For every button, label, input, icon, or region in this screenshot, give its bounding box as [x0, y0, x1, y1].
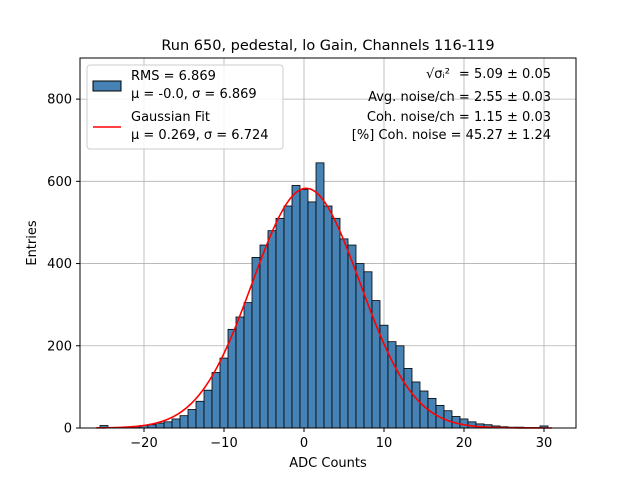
x-tick-label: 20 [456, 436, 473, 451]
plot-frame [79, 57, 577, 429]
annotation-avg-noise: Avg. noise/ch = 2.55 ± 0.03 [368, 90, 551, 105]
histogram-bars [99, 162, 549, 429]
histogram-bar [243, 302, 253, 429]
histogram-bar [339, 238, 349, 429]
legend-histogram-swatch [92, 80, 122, 92]
x-tick-label: 30 [536, 436, 553, 451]
gaussian-fit-line [95, 187, 552, 429]
x-tick-label: −20 [130, 436, 157, 451]
legend-box [86, 64, 284, 150]
histogram-bar [187, 409, 197, 429]
histogram-bar [211, 372, 221, 429]
histogram-bar [403, 367, 413, 429]
histogram-bar [163, 421, 173, 429]
x-axis-label: ADC Counts [289, 456, 367, 471]
histogram-bar [251, 256, 261, 429]
legend: RMS = 6.869 μ = -0.0, σ = 6.869 Gaussian… [86, 64, 284, 150]
y-axis-ticks: 0 200 400 600 800 [47, 93, 80, 437]
histogram-bar [267, 230, 277, 429]
histogram-bar [171, 418, 181, 429]
histogram-bar [235, 316, 245, 429]
histogram-bar [395, 345, 405, 429]
histogram-bar [299, 189, 309, 429]
legend-histogram-label: RMS = 6.869 [131, 69, 216, 84]
histogram-bar [323, 205, 333, 429]
x-tick-label: −10 [210, 436, 237, 451]
histogram-bar [315, 162, 325, 429]
histogram-bar [195, 400, 205, 429]
histogram-bar [331, 217, 341, 429]
chart-title: Run 650, pedestal, lo Gain, Channels 116… [161, 38, 494, 54]
y-axis-label: Entries [25, 220, 40, 266]
annotation-coh-noise: Coh. noise/ch = 1.15 ± 0.03 [367, 110, 551, 125]
y-tick-label: 400 [47, 257, 72, 272]
histogram-bar [411, 381, 421, 429]
annotation-coh-percent: [%] Coh. noise = 45.27 ± 1.24 [352, 128, 551, 143]
x-axis-ticks: −20 −10 0 10 20 30 [130, 428, 552, 451]
histogram-bar [203, 389, 213, 429]
histogram-bar [307, 201, 317, 429]
y-tick-label: 800 [47, 93, 72, 108]
legend-histogram-stats: μ = -0.0, σ = 6.869 [131, 87, 257, 102]
histogram-bar [179, 415, 189, 429]
histogram-bar [379, 324, 389, 429]
histogram-bar [347, 244, 357, 429]
legend-fit-stats: μ = 0.269, σ = 6.724 [131, 128, 269, 143]
y-tick-label: 600 [47, 175, 72, 190]
histogram-bar [275, 217, 285, 429]
legend-fit-label: Gaussian Fit [131, 110, 210, 125]
histogram-bar [155, 422, 165, 429]
histogram-bar [259, 244, 269, 429]
y-tick-label: 200 [47, 339, 72, 354]
noise-annotations: √σᵢ² = 5.09 ± 0.05 Avg. noise/ch = 2.55 … [352, 67, 551, 143]
histogram-bar [219, 357, 229, 429]
histogram-bar [227, 328, 237, 429]
annotation-sigma-label: √σᵢ² [426, 67, 450, 82]
x-tick-label: 10 [376, 436, 393, 451]
y-tick-label: 0 [64, 422, 72, 437]
annotation-sigma-value: = 5.09 ± 0.05 [459, 67, 551, 82]
histogram-bar [283, 205, 293, 429]
x-tick-label: 0 [300, 436, 308, 451]
histogram-bar [291, 185, 301, 429]
